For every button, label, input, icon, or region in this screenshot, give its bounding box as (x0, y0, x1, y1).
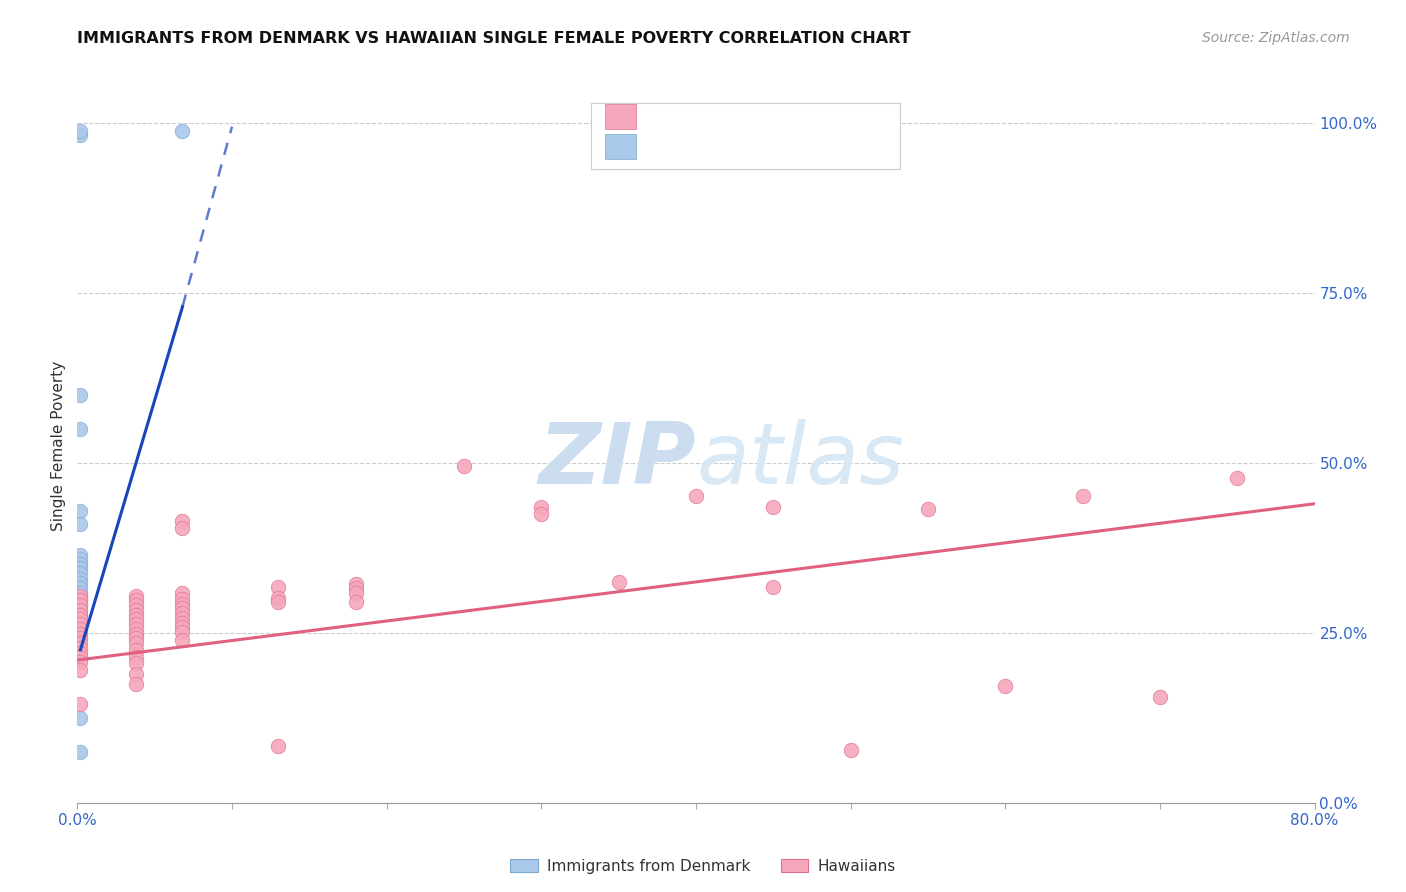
Point (69, 576, 91, 591)
Point (172, 124, 194, 138)
Point (125, 612, 148, 626)
Point (172, 520, 194, 534)
Point (69, 636, 91, 650)
Point (69, 422, 91, 436)
Point (69, 566, 91, 580)
Point (607, 574, 630, 589)
Point (69, 655, 91, 669)
Point (69, 591, 91, 606)
Point (69, 619, 91, 633)
Point (69, 557, 91, 571)
Text: atlas: atlas (696, 418, 904, 502)
Point (125, 603, 148, 617)
Point (172, 514, 194, 528)
Point (1226, 471, 1249, 485)
Point (69, 572, 91, 586)
Point (125, 598, 148, 612)
Point (125, 632, 148, 646)
Point (267, 591, 290, 605)
Point (344, 586, 367, 600)
Point (69, 548, 91, 562)
Point (125, 636, 148, 650)
Point (69, 632, 91, 646)
Point (69, 614, 91, 628)
Point (453, 459, 475, 474)
Point (172, 632, 194, 647)
Point (69, 626, 91, 640)
Point (172, 611, 194, 625)
Point (172, 620, 194, 634)
Point (125, 617, 148, 632)
Point (69, 646, 91, 660)
Point (172, 601, 194, 615)
Point (69, 622, 91, 636)
Point (69, 561, 91, 575)
Text: IMMIGRANTS FROM DENMARK VS HAWAIIAN SINGLE FEMALE POVERTY CORRELATION CHART: IMMIGRANTS FROM DENMARK VS HAWAIIAN SING… (77, 31, 911, 46)
Point (125, 589, 148, 603)
Text: R = 0.494   N = 25: R = 0.494 N = 25 (644, 116, 814, 134)
Point (267, 594, 290, 608)
Point (69, 552, 91, 566)
Point (762, 500, 785, 515)
Point (69, 607, 91, 622)
Point (267, 739, 290, 754)
Point (125, 666, 148, 681)
Point (69, 698, 91, 712)
Point (69, 603, 91, 617)
Point (1149, 690, 1171, 705)
Point (267, 580, 290, 594)
Point (344, 581, 367, 595)
Point (172, 586, 194, 600)
Point (172, 625, 194, 640)
Point (69, 581, 91, 595)
Point (530, 507, 553, 521)
Point (69, 663, 91, 677)
Point (69, 598, 91, 612)
Point (69, 603, 91, 617)
Point (125, 622, 148, 636)
Text: ZIP: ZIP (538, 418, 696, 502)
Point (125, 643, 148, 657)
Point (125, 657, 148, 671)
Point (172, 615, 194, 630)
Point (69, 624, 91, 639)
Point (69, 745, 91, 759)
Point (172, 591, 194, 606)
Point (69, 598, 91, 612)
Point (69, 503, 91, 517)
Point (172, 606, 194, 620)
Point (69, 608, 91, 623)
Point (530, 500, 553, 515)
Point (69, 617, 91, 632)
Point (69, 517, 91, 532)
Point (69, 388, 91, 402)
Point (994, 679, 1017, 693)
Point (69, 593, 91, 607)
Point (172, 597, 194, 611)
Y-axis label: Single Female Poverty: Single Female Poverty (51, 361, 66, 531)
Point (917, 502, 939, 516)
Text: R = 0.367   N = 63: R = 0.367 N = 63 (644, 149, 814, 168)
Point (69, 589, 91, 603)
Point (762, 580, 785, 594)
Point (69, 586, 91, 600)
Point (1071, 489, 1094, 503)
Point (839, 743, 862, 757)
Point (125, 626, 148, 640)
Point (344, 577, 367, 591)
Point (125, 677, 148, 691)
Point (69, 128, 91, 143)
Point (125, 649, 148, 664)
Legend: Immigrants from Denmark, Hawaiians: Immigrants from Denmark, Hawaiians (505, 853, 901, 880)
Point (125, 593, 148, 607)
Text: Source: ZipAtlas.com: Source: ZipAtlas.com (1202, 31, 1350, 45)
Point (69, 612, 91, 626)
Point (125, 607, 148, 622)
Point (69, 124, 91, 138)
Point (344, 594, 367, 608)
Point (69, 640, 91, 655)
Point (69, 711, 91, 725)
Point (69, 650, 91, 665)
Point (685, 489, 707, 503)
